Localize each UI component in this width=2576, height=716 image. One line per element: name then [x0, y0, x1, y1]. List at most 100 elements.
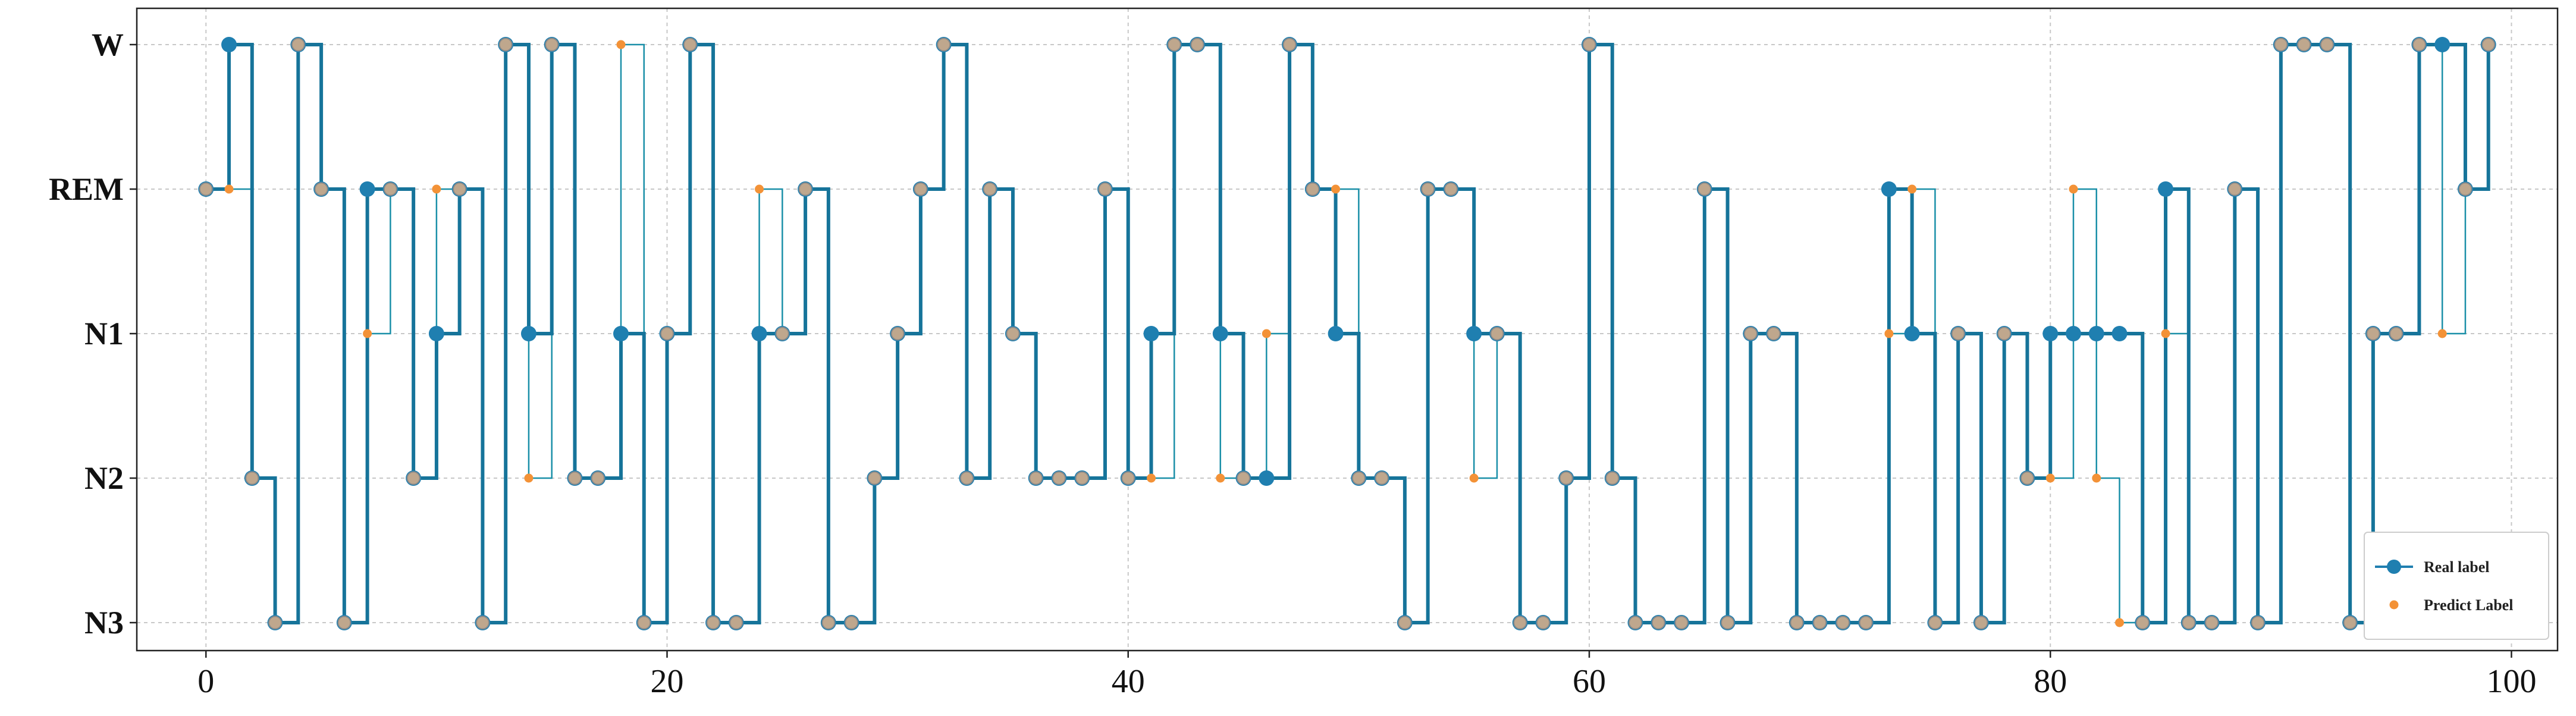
predict-point: [406, 471, 421, 485]
predict-point: [1813, 615, 1827, 630]
predict-point: [1767, 326, 1781, 341]
y-tick-label: W: [92, 27, 124, 62]
predict-point: [1790, 615, 1804, 630]
predict-point: [2092, 473, 2101, 483]
predict-point: [498, 37, 513, 52]
predict-point: [1098, 182, 1112, 196]
predict-point: [2135, 615, 2150, 630]
predict-point: [1536, 615, 1550, 630]
predict-point: [2227, 182, 2242, 196]
predict-point: [383, 182, 397, 196]
predict-point: [821, 615, 836, 630]
predict-point: [959, 471, 974, 485]
predict-point: [291, 37, 305, 52]
real-point: [1328, 326, 1344, 341]
legend-predict-label: Predict Label: [2424, 596, 2513, 614]
real-point: [2434, 37, 2451, 52]
x-tick-label: 20: [651, 663, 684, 700]
series-layer: [198, 37, 2496, 630]
predict-point: [775, 326, 789, 341]
x-axis: 0 20 40 60 80 100: [197, 651, 2536, 700]
predict-point: [545, 37, 559, 52]
predict-point: [2297, 37, 2311, 52]
predict-point: [2458, 182, 2473, 196]
predict-point: [1351, 471, 1366, 485]
predict-point: [660, 326, 674, 341]
x-tick-label: 60: [1573, 663, 1606, 700]
predict-point: [2069, 184, 2078, 194]
predict-point: [363, 329, 372, 338]
legend-predict-marker: [2389, 600, 2399, 610]
predict-point: [616, 40, 626, 49]
predict-point: [2437, 329, 2447, 338]
predict-point: [2366, 326, 2380, 341]
real-point: [1212, 326, 1228, 341]
plot-frame: [136, 7, 2559, 652]
predict-point: [890, 326, 905, 341]
real-point: [2111, 326, 2128, 341]
real-point: [2158, 181, 2174, 197]
predict-point: [2045, 473, 2055, 483]
predict-point: [1444, 182, 1458, 196]
predict-point: [1859, 615, 1873, 630]
predict-point: [1974, 615, 1988, 630]
predict-point: [1490, 326, 1504, 341]
plot-background: [137, 8, 2558, 651]
real-step-line: [206, 43, 2490, 624]
predict-point: [1029, 471, 1043, 485]
predict-point: [245, 471, 259, 485]
predict-point: [1513, 615, 1527, 630]
predict-point: [1306, 182, 1320, 196]
predict-point: [2020, 471, 2034, 485]
predict-point: [2389, 326, 2404, 341]
predict-point: [2320, 37, 2334, 52]
predict-point: [755, 184, 764, 194]
real-point: [2088, 326, 2104, 341]
predict-point: [683, 37, 697, 52]
predict-point: [1237, 471, 1251, 485]
real-point: [2066, 326, 2081, 341]
predict-point: [1190, 37, 1204, 52]
y-tick-label: N3: [84, 605, 124, 640]
predict-point: [314, 182, 328, 196]
predict-point: [1075, 471, 1089, 485]
predict-point: [524, 473, 534, 483]
x-tick-label: 0: [197, 663, 214, 700]
predict-point: [567, 471, 582, 485]
predict-point: [199, 182, 213, 196]
predict-point: [1421, 182, 1435, 196]
predict-point: [1052, 471, 1066, 485]
predict-point: [2412, 37, 2426, 52]
predict-point: [2251, 615, 2265, 630]
real-point: [1881, 181, 1897, 197]
real-point: [751, 326, 767, 341]
predict-point: [1884, 329, 1894, 338]
predict-point: [1331, 184, 1341, 194]
predict-point: [1375, 471, 1389, 485]
predict-point: [1743, 326, 1758, 341]
predict-point: [914, 182, 928, 196]
x-tick-label: 80: [2034, 663, 2067, 700]
predict-point: [983, 182, 997, 196]
predict-point: [591, 471, 605, 485]
predict-point: [1674, 615, 1689, 630]
predict-point: [1997, 326, 2012, 341]
predict-point: [2182, 615, 2196, 630]
x-tick-label: 100: [2486, 663, 2536, 700]
real-point: [2042, 326, 2059, 341]
predict-point: [845, 615, 859, 630]
predict-point: [1951, 326, 1965, 341]
predict-point: [1262, 329, 1271, 338]
real-point: [1143, 326, 1159, 341]
predict-point: [1167, 37, 1181, 52]
real-point: [428, 326, 444, 341]
real-point: [1259, 470, 1275, 486]
predict-point: [1907, 184, 1917, 194]
predict-point: [268, 615, 283, 630]
predict-point: [1282, 37, 1297, 52]
y-tick-label: REM: [49, 171, 124, 207]
predict-point: [453, 182, 467, 196]
predict-point: [1651, 615, 1665, 630]
predict-point: [432, 184, 441, 194]
predict-point: [1928, 615, 1942, 630]
